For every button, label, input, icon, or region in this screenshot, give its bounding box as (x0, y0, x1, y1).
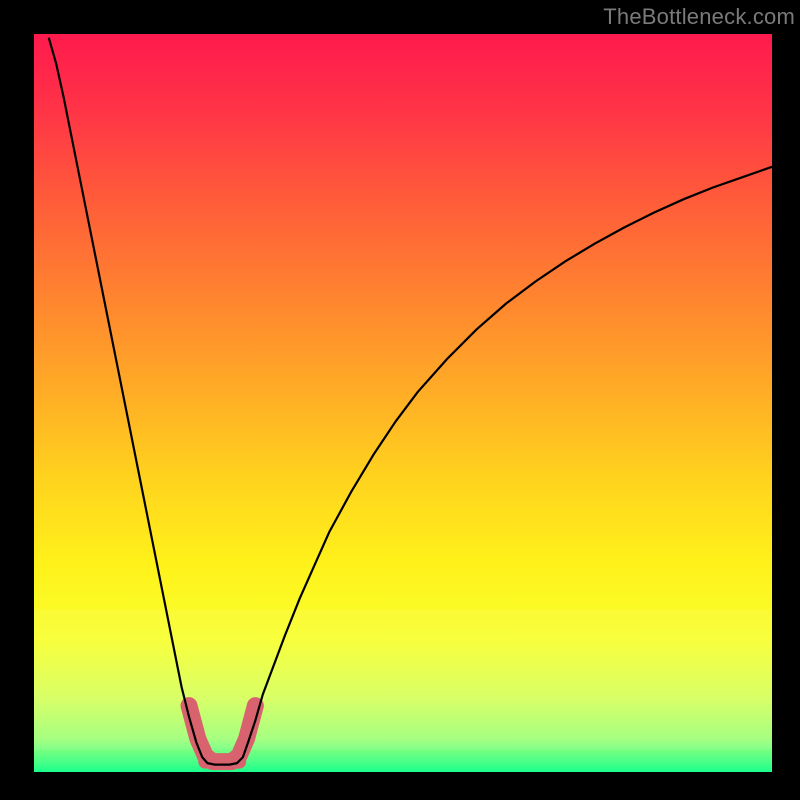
highlight-band (34, 610, 772, 750)
chart-svg (34, 34, 772, 772)
watermark-text: TheBottleneck.com (603, 4, 795, 30)
outer-frame (34, 34, 772, 772)
plot-area (34, 34, 772, 772)
